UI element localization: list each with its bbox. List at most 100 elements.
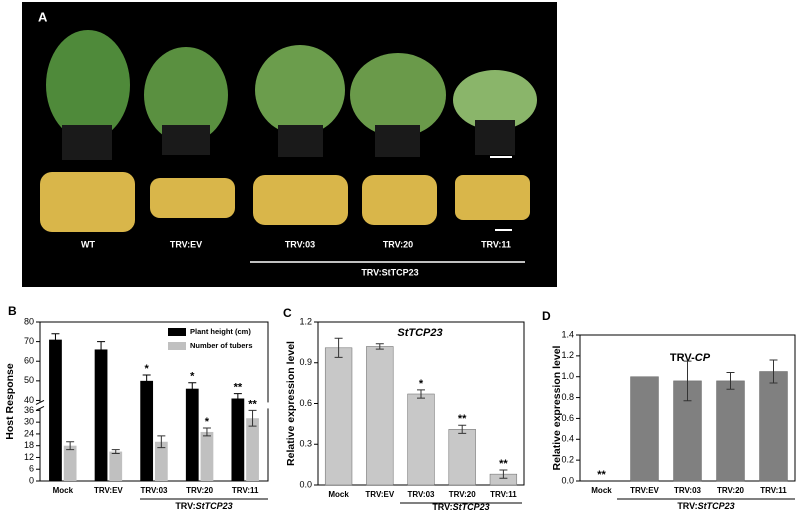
chart-title: StTCP23 — [397, 327, 442, 339]
bar — [200, 431, 214, 481]
significance: ** — [458, 413, 467, 425]
significance: * — [190, 371, 195, 383]
chart-title: TRV-CP — [670, 352, 711, 364]
group-label: TRV:20 — [383, 239, 413, 249]
title-part: CP — [695, 352, 711, 364]
tubers — [40, 172, 530, 232]
legend-swatch — [168, 342, 186, 350]
plants — [46, 30, 537, 160]
axis-break-mark — [35, 405, 45, 411]
error-bar — [51, 333, 60, 347]
bar — [324, 347, 353, 486]
group-labels: WT TRV:EV TRV:03 TRV:20 TRV:11 — [81, 239, 511, 249]
bar — [231, 398, 245, 481]
x-tick-label: TRV:20 — [717, 486, 745, 495]
group-label-part: StTCP23 — [196, 501, 233, 511]
bar — [246, 418, 259, 481]
plot-frame — [39, 321, 269, 482]
error-bar — [233, 393, 242, 404]
axis-break — [36, 402, 272, 409]
x-tick-label: TRV:11 — [490, 490, 517, 499]
bar — [407, 393, 435, 486]
y-tick-label: 0 — [29, 475, 34, 485]
error-bar — [375, 343, 384, 350]
y-tick-label: 50 — [24, 375, 34, 385]
x-tick-label: TRV:EV — [630, 486, 659, 495]
x-tick-label: TRV:20 — [186, 486, 214, 495]
error-bar — [66, 441, 75, 451]
panel-label: A — [38, 9, 48, 24]
group-label-part: TRV: — [432, 502, 452, 512]
y-tick-label: 24 — [24, 428, 34, 438]
title-part: TRV- — [670, 352, 695, 364]
y-tick-label: 0.2 — [561, 455, 574, 465]
axis-break-mark — [35, 399, 45, 405]
y-axis-label: Relative expression level — [285, 341, 297, 466]
x-tick-label: TRV:11 — [760, 486, 787, 495]
significance: ** — [248, 398, 257, 410]
y-tick-label: 70 — [24, 336, 34, 346]
y-tick-label: 1.4 — [561, 329, 574, 339]
bar — [630, 376, 659, 482]
error-bar — [683, 360, 692, 402]
bar — [49, 339, 62, 481]
significance: ** — [499, 458, 508, 470]
y-tick-label: 0.9 — [299, 357, 312, 367]
error-bar — [499, 469, 508, 479]
error-bar — [202, 427, 211, 437]
group-label: WT — [81, 239, 95, 249]
x-tick-label: TRV:20 — [449, 490, 477, 499]
significance: * — [145, 363, 150, 375]
legend-swatch — [168, 328, 186, 336]
group-label: TRV:StTCP23 — [432, 502, 489, 512]
significance: ** — [597, 469, 606, 481]
y-tick-label: 30 — [24, 417, 34, 427]
y-tick-label: 0.0 — [561, 475, 574, 485]
y-tick-label: 0.3 — [299, 439, 312, 449]
error-bar — [142, 374, 151, 388]
x-tick-label: Mock — [328, 490, 349, 499]
bar — [716, 380, 745, 482]
x-tick-label: TRV:EV — [94, 486, 123, 495]
y-axis-label: Relative expression level — [551, 345, 563, 470]
y-tick-label: 0.4 — [561, 434, 574, 444]
significance: ** — [234, 382, 243, 394]
y-tick-label: 40 — [24, 395, 34, 405]
significance: * — [419, 378, 424, 390]
error-bar — [111, 449, 120, 455]
x-tick-label: TRV:03 — [141, 486, 169, 495]
legend-label: Plant height (cm) — [190, 327, 251, 336]
group-label-part: TRV: — [175, 501, 195, 511]
y-tick-label: 60 — [24, 356, 34, 366]
x-tick-label: Mock — [591, 486, 612, 495]
legend-label: Number of tubers — [190, 341, 253, 350]
y-tick-label: 36 — [24, 405, 34, 415]
y-tick-label: 1.2 — [299, 316, 312, 326]
y-tick-label: 0.6 — [299, 398, 312, 408]
group-label-part: StTCP23 — [453, 502, 490, 512]
error-bar — [97, 341, 106, 358]
x-tick-label: TRV:03 — [674, 486, 702, 495]
error-bar — [417, 389, 425, 399]
x-tick-label: Mock — [53, 486, 74, 495]
bar — [185, 388, 199, 481]
y-tick-label: 18 — [24, 440, 34, 450]
x-tick-label: TRV:11 — [232, 486, 259, 495]
group-label: TRV:StTCP23 — [677, 501, 734, 511]
error-bar — [248, 409, 257, 427]
bar — [366, 346, 394, 486]
y-tick-label: 12 — [24, 452, 34, 462]
error-bar — [458, 424, 467, 434]
group-label-part: StTCP23 — [698, 501, 735, 511]
x-tick-label: TRV:03 — [408, 490, 436, 499]
group-label: TRV:EV — [170, 239, 202, 249]
y-tick-label: 1.0 — [561, 371, 574, 381]
panel-label: D — [542, 309, 551, 323]
bar — [140, 380, 154, 481]
error-bar — [769, 359, 778, 384]
y-tick-label: 0.8 — [561, 392, 574, 402]
error-bar — [188, 382, 197, 396]
x-tick-label: TRV:EV — [365, 490, 394, 499]
panel-label: C — [283, 306, 292, 320]
panel-label: B — [8, 304, 17, 318]
